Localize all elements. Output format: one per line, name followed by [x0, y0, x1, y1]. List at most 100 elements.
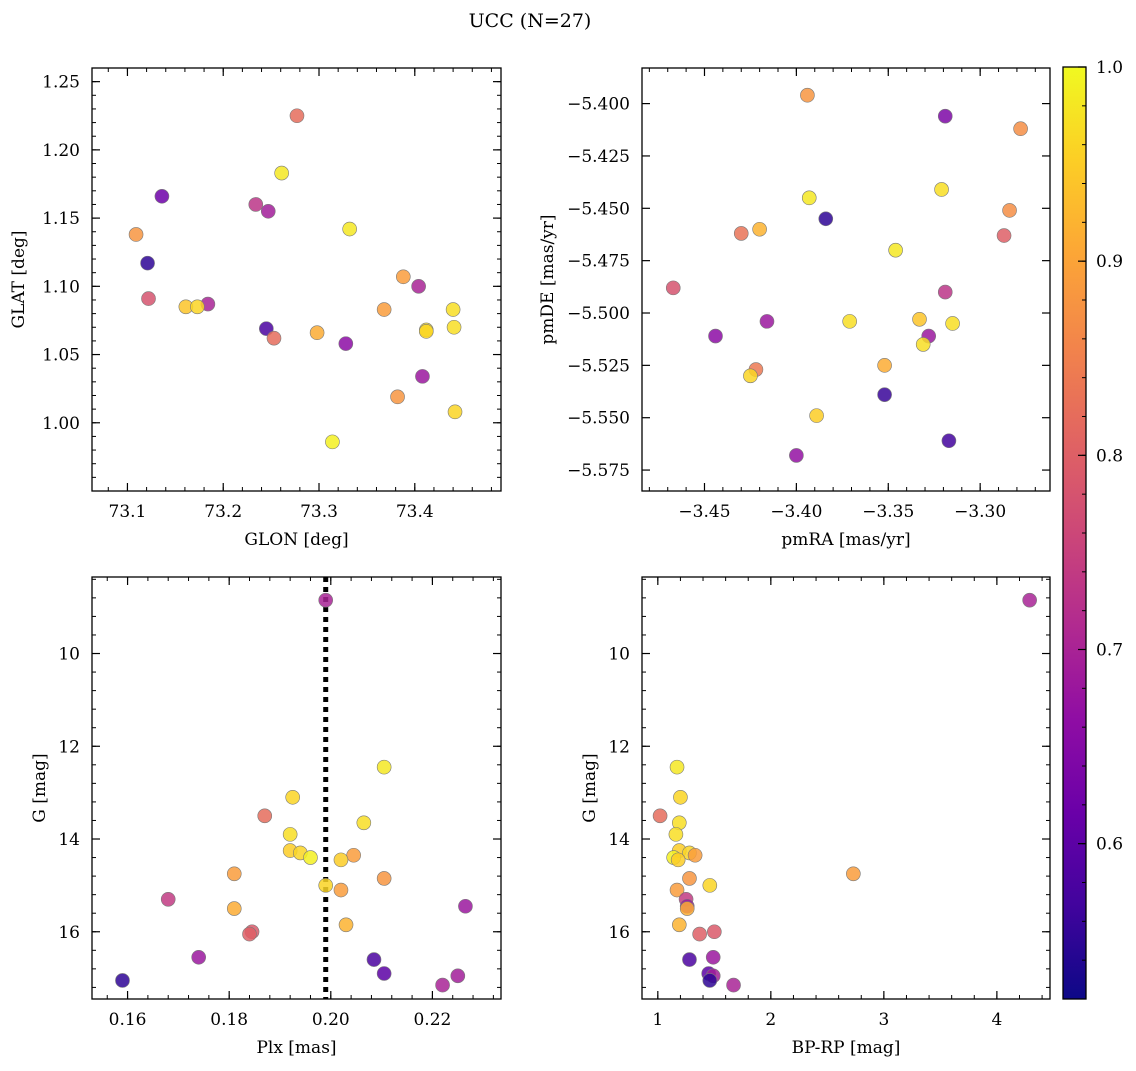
data-point [937, 284, 953, 300]
y-tick-label: −5.425 [567, 147, 630, 167]
panel-glon-glat: 73.1 73.2 73.3 73.4 1.00 1.05 1.10 1.15 1.20 1.25… [9, 67, 502, 550]
y-tick-label: 10 [608, 645, 630, 665]
data-point [333, 882, 349, 898]
data-point [912, 311, 927, 327]
panel-pmra-pmde: −3.45 −3.40 −3.35 −3.30 −5.400 −5.425 −5.450 −5… [538, 67, 1051, 550]
data-point [411, 279, 426, 294]
data-point [128, 227, 144, 242]
y-tick-label: −5.550 [567, 409, 630, 429]
data-point [915, 337, 931, 352]
data-point [941, 433, 957, 449]
colorbar-tick-label: 0.6 [1096, 835, 1123, 855]
data-point [226, 901, 242, 916]
data-point [418, 324, 434, 339]
data-point [282, 827, 298, 842]
data-point [702, 878, 718, 893]
data-point [801, 190, 817, 206]
data-point [682, 952, 697, 967]
data-point [670, 852, 686, 868]
panel-frame [91, 576, 502, 1000]
y-tick-label: −5.450 [567, 199, 630, 219]
y-tick-label: 16 [608, 923, 630, 943]
data-point [266, 330, 282, 346]
data-point [259, 321, 274, 336]
data-point [447, 404, 463, 420]
y-tick-label: 14 [58, 830, 80, 850]
data-point [446, 319, 462, 335]
panel-frame [91, 67, 502, 492]
y-tick-label: 16 [58, 923, 80, 943]
y-tick-label: 1.05 [42, 346, 80, 366]
data-point [669, 882, 685, 898]
data-point [1002, 203, 1017, 218]
data-point [752, 221, 767, 237]
data-point [318, 878, 334, 893]
data-point [260, 203, 276, 219]
x-tick-label: 0.18 [210, 1010, 248, 1030]
colorbar-tick-label: 0.7 [1096, 641, 1123, 661]
y-tick-label: 12 [58, 737, 80, 757]
x-tick-label: −3.45 [678, 502, 730, 522]
data-point [1022, 592, 1037, 608]
data-point [702, 973, 718, 988]
data-point [1013, 121, 1028, 137]
y-tick-label: −5.400 [567, 95, 630, 115]
y-tick-label: −5.575 [567, 461, 630, 481]
x-tick-label: 73.1 [109, 502, 147, 522]
y-tick-label: 1.20 [42, 141, 80, 161]
data-point [333, 852, 349, 868]
data-point [458, 898, 473, 914]
y-tick-label: 1.15 [42, 209, 80, 229]
y-tick-label: −5.475 [567, 252, 630, 272]
x-axis-label: BP-RP [mag] [792, 1038, 901, 1058]
panel-frame [641, 67, 1051, 492]
data-point [705, 949, 721, 965]
data-point [191, 949, 206, 965]
data-point [160, 891, 176, 907]
data-point [248, 197, 264, 212]
figure-title: UCC (N=27) [469, 10, 592, 32]
data-point [877, 387, 892, 402]
data-point [140, 255, 155, 271]
data-point [789, 448, 804, 463]
data-point [743, 368, 758, 384]
x-tick-label: 73.3 [300, 502, 338, 522]
data-point [141, 291, 156, 306]
data-point [445, 302, 461, 317]
data-point [376, 871, 392, 886]
data-point [818, 211, 834, 227]
data-point [342, 221, 357, 237]
data-point [325, 434, 340, 450]
x-tick-label: 0.16 [109, 1010, 147, 1030]
data-point [318, 592, 334, 608]
y-axis-label: pmDE [mas/yr] [538, 214, 558, 344]
y-tick-label: −5.500 [567, 304, 630, 324]
data-point [733, 226, 749, 241]
data-point [190, 299, 205, 315]
colorbar-gradient [1063, 67, 1086, 999]
y-tick-label: 1.25 [42, 73, 80, 93]
x-axis-label: Plx [mas] [256, 1038, 336, 1058]
data-point [877, 358, 892, 373]
x-tick-label: 2 [765, 1010, 776, 1030]
data-point [376, 966, 392, 981]
panel-plx-g: 0.16 0.18 0.20 0.22 10 12 14 16 Plx [mas] G [mag] [30, 576, 502, 1058]
x-tick-label: 4 [991, 1010, 1002, 1030]
data-point [346, 847, 361, 863]
data-point [274, 165, 289, 181]
colorbar: 0.6 0.7 0.8 0.9 1.0 [1062, 58, 1123, 1000]
data-point [289, 108, 305, 124]
x-tick-label: −3.35 [862, 502, 914, 522]
data-point [285, 789, 300, 805]
data-point [395, 269, 411, 285]
x-tick-label: −3.40 [770, 502, 822, 522]
data-point [450, 968, 466, 984]
x-axis-label: pmRA [mas/yr] [781, 530, 910, 550]
data-point [669, 759, 685, 775]
data-point [356, 815, 372, 831]
data-point [673, 789, 688, 805]
data-point [257, 808, 273, 824]
data-point [687, 847, 703, 863]
x-axis-label: GLON [deg] [244, 530, 348, 550]
